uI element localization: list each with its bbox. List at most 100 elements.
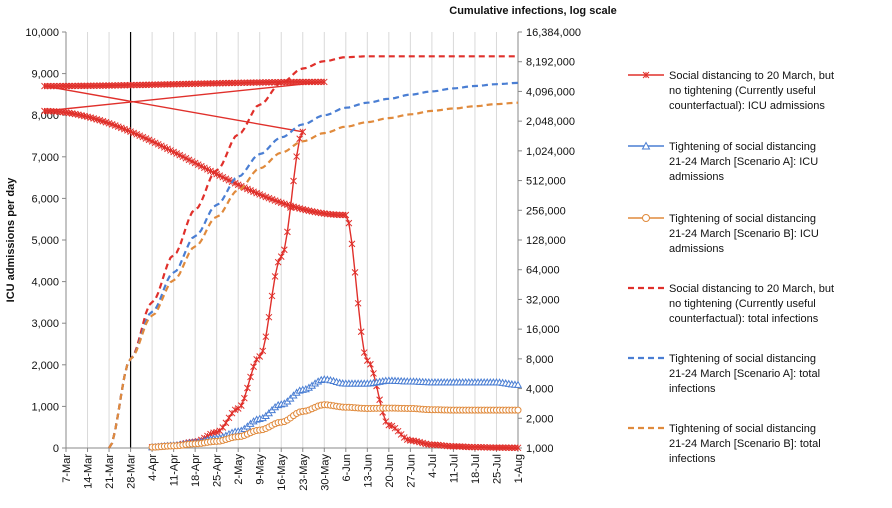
- x-tick-label: 6-Jun: [341, 454, 353, 482]
- legend-item-5: Tightening of social distancing 21-24 Mar…: [628, 353, 820, 395]
- series-line: [108, 55, 518, 449]
- x-tick-label: 21-Mar: [104, 454, 116, 489]
- data-point: [133, 81, 141, 89]
- data-point: [314, 78, 322, 86]
- data-point: [293, 78, 300, 86]
- series-5: [108, 81, 519, 449]
- data-point: [268, 292, 276, 300]
- series-3: [148, 401, 522, 451]
- legend-label: Tightening of social distancing 21-24 Mar…: [669, 353, 820, 395]
- data-point: [127, 81, 134, 89]
- data-point: [237, 79, 245, 87]
- data-point: [339, 211, 347, 219]
- data-point: [179, 80, 187, 88]
- data-point: [453, 443, 460, 450]
- legend-marker: [642, 214, 650, 222]
- data-point: [237, 402, 245, 409]
- data-point: [185, 80, 193, 88]
- data-point: [259, 347, 267, 355]
- data-point: [99, 82, 107, 89]
- data-point: [93, 82, 101, 90]
- data-point: [513, 380, 523, 388]
- data-point: [244, 79, 251, 87]
- series-6: [108, 101, 519, 449]
- y-tick-label: 9,000: [31, 69, 59, 81]
- y-tick-label: 4,000: [31, 277, 59, 289]
- data-point: [157, 81, 165, 88]
- data-point: [367, 360, 374, 368]
- data-point: [360, 349, 368, 356]
- data-point: [102, 82, 110, 89]
- data-point: [201, 80, 208, 87]
- legend-item-4: Social distancing to 20 March, but no tig…: [628, 283, 834, 325]
- data-point: [90, 82, 98, 90]
- data-point: [176, 80, 184, 88]
- data-point: [428, 441, 436, 449]
- data-point: [486, 444, 494, 451]
- x-tick-label: 16-May: [276, 454, 288, 491]
- legend-label: Tightening of social distancing 21-24 Mar…: [669, 423, 821, 465]
- y-tick-label: 3,000: [31, 318, 59, 330]
- data-point: [308, 78, 316, 86]
- data-point: [342, 211, 350, 219]
- data-point: [477, 443, 485, 451]
- x-tick-label: 28-Mar: [126, 454, 138, 489]
- data-point: [216, 79, 224, 87]
- data-point: [121, 81, 128, 89]
- x-tick-label: 18-Apr: [190, 454, 202, 487]
- data-point: [191, 80, 199, 88]
- data-point: [302, 78, 310, 86]
- x-tick-label: 11-Apr: [169, 454, 181, 487]
- data-point: [256, 353, 264, 360]
- series-layer: [41, 55, 523, 452]
- data-point: [493, 444, 500, 451]
- data-point: [78, 82, 85, 90]
- data-point: [234, 79, 242, 87]
- data-point: [296, 78, 304, 86]
- data-point: [247, 373, 254, 381]
- data-point: [468, 443, 476, 451]
- data-point: [81, 82, 88, 90]
- y2-tick-label: 2,048,000: [526, 116, 575, 128]
- data-point: [265, 313, 273, 321]
- data-point: [56, 82, 64, 90]
- y2-tick-label: 256,000: [526, 205, 566, 217]
- y-axis-title: ICU admissions per day: [5, 177, 17, 303]
- data-point: [41, 82, 48, 90]
- data-point: [345, 219, 353, 227]
- data-point: [474, 443, 482, 451]
- data-point: [462, 443, 470, 451]
- x-tick-label: 20-Jun: [384, 454, 396, 488]
- data-point: [240, 394, 248, 402]
- data-point: [136, 81, 144, 89]
- data-point: [465, 443, 473, 451]
- data-point: [262, 79, 270, 86]
- data-point: [145, 81, 153, 89]
- data-point: [84, 82, 91, 90]
- data-point: [268, 78, 276, 86]
- data-point: [284, 228, 291, 236]
- data-point: [182, 80, 190, 88]
- x-tick-label: 27-Jun: [405, 454, 417, 488]
- gridlines: [65, 32, 519, 448]
- data-point: [351, 268, 359, 276]
- data-point: [154, 81, 162, 88]
- data-point: [50, 82, 58, 90]
- y2-tick-label: 2,000: [526, 413, 554, 425]
- legend-marker: [642, 71, 650, 79]
- series-4: [108, 55, 518, 449]
- legend: Social distancing to 20 March, but no tig…: [628, 70, 834, 465]
- data-point: [256, 79, 264, 86]
- x-tick-label: 25-Apr: [212, 454, 224, 487]
- data-point: [142, 81, 150, 89]
- data-point: [167, 80, 174, 88]
- data-point: [204, 80, 211, 87]
- series-line: [108, 81, 519, 449]
- x-tick-label: 23-May: [298, 454, 310, 491]
- data-point: [213, 79, 221, 87]
- data-point: [197, 80, 205, 87]
- data-point: [280, 246, 288, 254]
- data-point: [222, 419, 230, 427]
- data-point: [87, 82, 94, 90]
- data-point: [173, 80, 181, 88]
